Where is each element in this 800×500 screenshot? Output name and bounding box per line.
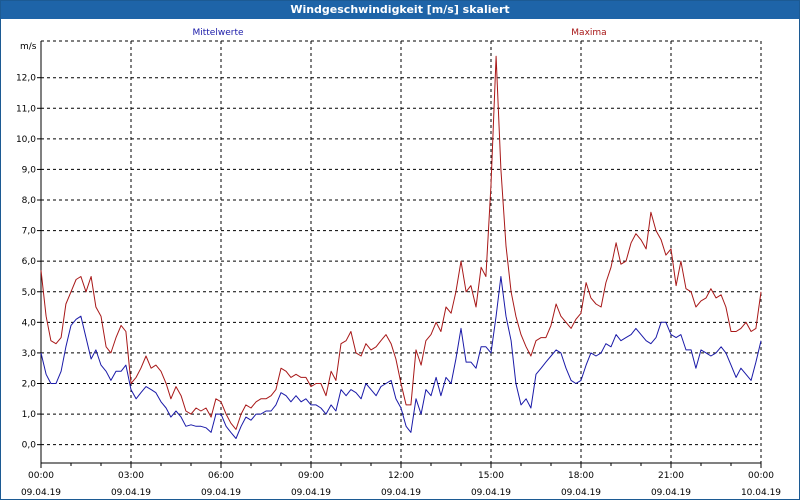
- x-tick-date: 09.04.19: [381, 488, 421, 498]
- y-tick-labels: 0,0 1,0 2,0 3,0 4,0 5,0 6,0 7,0 8,0 9,0 10,0 11,0 12…: [16, 74, 36, 451]
- y-tick-label: 7,0: [22, 227, 37, 237]
- x-tick-time: 00:00: [748, 471, 774, 481]
- x-tick-date: 09.04.19: [471, 488, 511, 498]
- series-line-maxima: [40, 55, 762, 430]
- y-tick-label: 12,0: [16, 74, 36, 84]
- legend-mittelwerte: Mittelwerte: [192, 28, 243, 38]
- x-tick-date: 09.04.19: [651, 488, 691, 498]
- y-tick-label: 6,0: [22, 257, 37, 267]
- y-tick-label: 5,0: [22, 288, 37, 298]
- y-tick-label: 1,0: [22, 410, 37, 420]
- x-tick-time: 12:00: [388, 471, 414, 481]
- wind-speed-chart: 0,0 1,0 2,0 3,0 4,0 5,0 6,0 7,0 8,0 9,0 10,0 11,0 12…: [16, 28, 781, 498]
- y-tick-label: 0,0: [22, 441, 37, 451]
- x-tick-time: 21:00: [658, 471, 684, 481]
- x-tick-date: 09.04.19: [291, 488, 331, 498]
- x-tick-time: 18:00: [568, 471, 594, 481]
- x-tick-date: 09.04.19: [111, 488, 151, 498]
- x-tick-time: 06:00: [208, 471, 234, 481]
- y-tick-label: 4,0: [22, 318, 37, 328]
- x-tick-date: 09.04.19: [201, 488, 241, 498]
- x-tick-time: 09:00: [298, 471, 324, 481]
- y-tick-label: 2,0: [22, 379, 37, 389]
- y-tick-label: 3,0: [22, 349, 37, 359]
- y-axis-label: m/s: [20, 42, 37, 52]
- x-tick-date: 10.04.19: [741, 488, 781, 498]
- series-line-mittelwerte: [40, 276, 762, 439]
- y-tick-label: 11,0: [16, 104, 36, 114]
- x-tick-time: 03:00: [118, 471, 144, 481]
- x-tick-date: 09.04.19: [561, 488, 601, 498]
- x-tick-time: 15:00: [478, 471, 504, 481]
- axes: [37, 40, 762, 468]
- x-tick-labels: 00:00 09.04.19 03:00 09.04.19 06:00 09.04.19 0…: [21, 471, 781, 498]
- x-tick-time: 00:00: [28, 471, 54, 481]
- legend-maxima: Maxima: [571, 28, 606, 38]
- y-tick-label: 9,0: [22, 165, 37, 175]
- window-title: Windgeschwindigkeit [m/s] skaliert: [1, 1, 799, 19]
- grid-lines: [41, 41, 761, 463]
- x-tick-date: 09.04.19: [21, 488, 61, 498]
- series-lines: [40, 55, 762, 439]
- y-tick-label: 10,0: [16, 135, 36, 145]
- y-tick-label: 8,0: [22, 196, 37, 206]
